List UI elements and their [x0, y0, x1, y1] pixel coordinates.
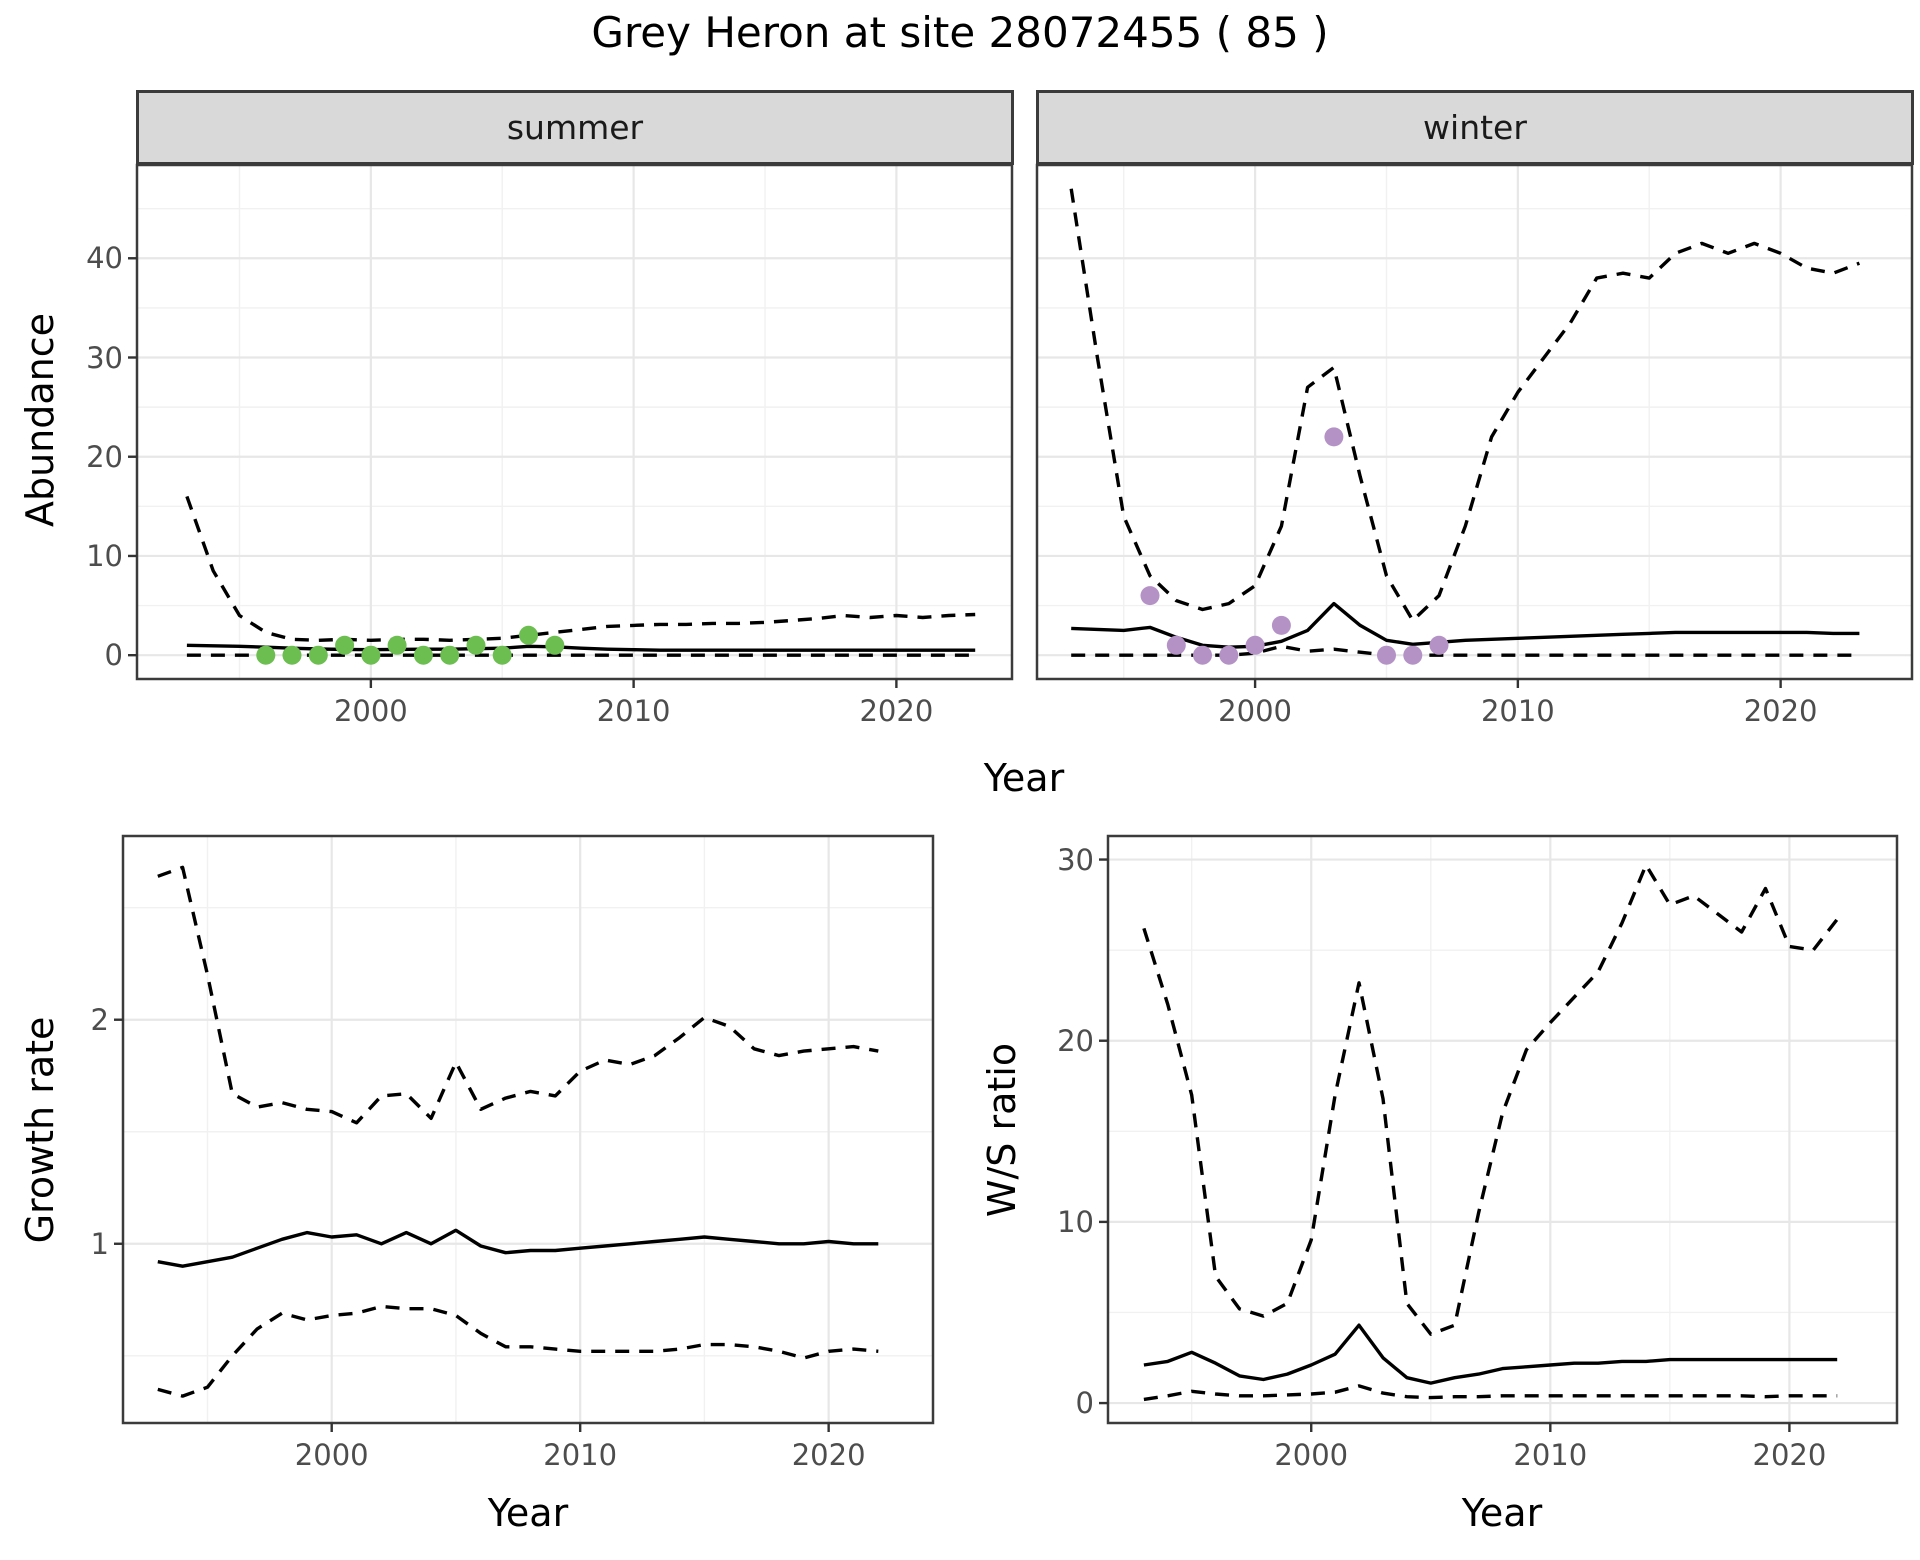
series-median: [157, 1228, 879, 1268]
tick-label: 2: [90, 1002, 109, 1037]
tick-label: 1: [90, 1226, 109, 1261]
facet-strip-winter: winter: [1036, 90, 1914, 165]
tick-label: 2000: [1218, 694, 1292, 728]
tick-label: 2010: [1480, 694, 1555, 728]
panel-border: [1035, 163, 1914, 681]
observed-point: [1429, 635, 1449, 655]
observed-point: [492, 645, 512, 665]
facet-strip-label: winter: [1423, 108, 1527, 147]
observed-point: [1193, 645, 1212, 665]
tick-label: 0: [1075, 1386, 1094, 1421]
tick-label: 2000: [333, 694, 408, 728]
tick-label: 10: [1057, 1204, 1094, 1239]
facet-strip-label: summer: [506, 108, 644, 147]
observed-point: [1403, 645, 1423, 665]
x-axis-title-year-top: Year: [983, 756, 1065, 800]
tick-label: 2010: [596, 694, 671, 728]
observed-point: [519, 625, 538, 645]
observed-point: [1140, 586, 1160, 606]
observed-point: [1324, 427, 1344, 447]
observed-point: [1219, 645, 1239, 665]
series-upper-ci: [1069, 188, 1861, 623]
observed-point: [387, 635, 407, 655]
observed-point: [282, 645, 302, 665]
panel-border: [135, 163, 1014, 681]
panel-border: [121, 834, 935, 1425]
observed-point: [413, 645, 433, 665]
tick-label: 2000: [1274, 1438, 1349, 1472]
tick-label: 2020: [1752, 1438, 1827, 1472]
tick-label: 30: [86, 340, 123, 375]
tick-label: 10: [86, 538, 123, 573]
observed-point: [440, 645, 460, 665]
panel-border: [1106, 834, 1899, 1425]
observed-point: [1245, 635, 1265, 655]
series-upper-ci: [1142, 863, 1839, 1336]
tick-label: 2020: [1743, 694, 1818, 728]
series-median: [186, 643, 976, 652]
tick-label: 30: [1057, 842, 1094, 877]
series-lower-ci: [157, 1304, 879, 1398]
series-median: [1143, 1323, 1838, 1385]
observed-point: [256, 645, 276, 665]
series-upper-ci: [185, 495, 976, 642]
y-axis-title-abundance: Abundance: [18, 312, 62, 528]
tick-label: 2010: [1513, 1438, 1588, 1472]
series-median: [1071, 601, 1860, 649]
facet-strip-summer: summer: [136, 90, 1014, 165]
x-axis-title-year-ws: Year: [1461, 1491, 1543, 1535]
observed-point: [308, 645, 328, 665]
observed-point: [1271, 615, 1291, 635]
tick-label: 2020: [791, 1438, 866, 1472]
tick-label: 2000: [294, 1438, 369, 1472]
series-lower-ci: [1071, 644, 1860, 657]
series-lower-ci: [1143, 1384, 1838, 1402]
observed-point: [1377, 645, 1396, 665]
x-axis-title-year-growth: Year: [487, 1491, 569, 1535]
series-upper-ci: [157, 865, 879, 1125]
observed-point: [361, 645, 381, 665]
observed-point: [466, 635, 486, 655]
tick-label: 2020: [859, 694, 934, 728]
chart-title: Grey Heron at site 28072455 ( 85 ): [591, 8, 1329, 57]
tick-label: 40: [86, 241, 123, 276]
tick-label: 2010: [543, 1438, 618, 1472]
observed-point: [335, 635, 355, 655]
observed-point: [1166, 635, 1186, 655]
tick-label: 20: [1057, 1023, 1094, 1058]
tick-label: 20: [86, 439, 123, 474]
observed-point: [545, 635, 565, 655]
tick-label: 0: [104, 638, 123, 673]
